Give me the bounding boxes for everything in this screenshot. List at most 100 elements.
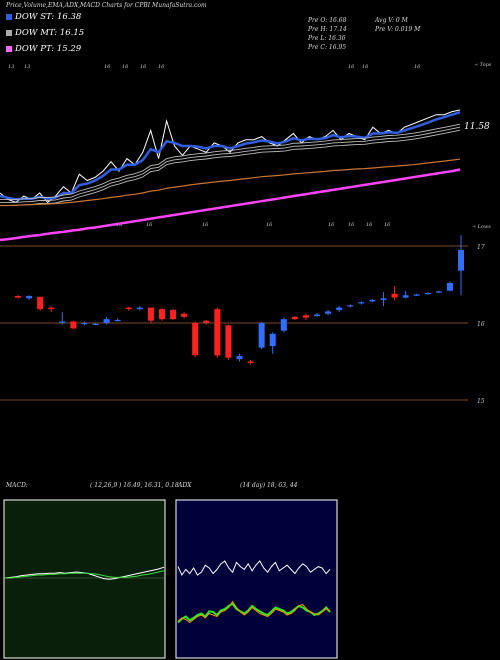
candle-body-0 <box>15 296 21 298</box>
low-digit-7: 16 <box>384 222 391 228</box>
low-digit-2: 16 <box>202 222 209 228</box>
macd-panel-frame <box>3 499 166 659</box>
legend-dow-mt: DOW MT: 16.15 <box>6 28 84 38</box>
low-digit-0: 15 <box>116 222 123 228</box>
candle-body-17 <box>203 320 210 323</box>
candle-body-13 <box>158 309 165 320</box>
ema-panel <box>0 109 461 242</box>
low-digit-4: 16 <box>328 222 335 228</box>
legend-mt-label: DOW MT: <box>15 28 58 38</box>
candle-body-24 <box>280 319 287 331</box>
dow-pt-line <box>0 168 461 242</box>
adx-panel <box>177 560 331 624</box>
candle-body-34 <box>391 293 398 298</box>
candle-body-21 <box>247 361 254 364</box>
candle-body-4 <box>59 321 66 323</box>
candle-body-3 <box>48 307 55 310</box>
candle-body-16 <box>192 323 199 356</box>
top-digit-8: 16 <box>414 64 421 70</box>
info-low: Pre L: 16.36 <box>308 35 346 42</box>
candle-body-11 <box>136 307 143 310</box>
top-digit-2: 16 <box>104 64 111 70</box>
info-high: Pre H: 17.14 <box>308 26 347 33</box>
ema-mid-line-1 <box>0 126 461 203</box>
candle-body-8 <box>103 319 110 323</box>
legend-dow-pt: DOW PT: 15.29 <box>6 44 81 54</box>
legend-pt-value: 15.29 <box>56 44 82 54</box>
top-digit-6: 16 <box>348 64 355 70</box>
candle-body-9 <box>114 319 121 322</box>
candle-body-18 <box>214 309 221 356</box>
ema-short-line <box>0 111 461 201</box>
legend-swatch-mt <box>6 29 12 36</box>
plus-di-line <box>177 602 331 624</box>
legend-swatch-st <box>6 13 12 20</box>
info-avg-volume: Avg V: 0 M <box>375 17 408 24</box>
candle-body-12 <box>147 307 154 321</box>
ema-mid-line-2 <box>0 129 461 206</box>
y-tick-17: 17 <box>477 244 485 251</box>
ema-long-line <box>0 158 461 207</box>
chart-header: Price,Volume,EMA,ADX,MACD Charts for CPB… <box>6 2 207 9</box>
adx-title: ADX <box>178 482 192 489</box>
top-digit-1: 13 <box>24 64 31 70</box>
low-digit-5: 16 <box>348 222 355 228</box>
candle-body-39 <box>446 282 453 291</box>
top-digit-3: 16 <box>122 64 129 70</box>
adx-panel-frame <box>175 499 338 659</box>
candle-body-33 <box>380 298 387 300</box>
macd-panel <box>4 566 165 580</box>
adx-params: (14 day) 18, 63, 44 <box>240 482 298 489</box>
candle-body-20 <box>236 356 243 360</box>
y-tick-15: 15 <box>477 398 485 405</box>
lows-label: « Lows <box>473 224 491 230</box>
legend-st-value: 16.38 <box>56 12 82 22</box>
candle-body-37 <box>424 292 431 295</box>
tops-label: « Tops <box>475 62 492 68</box>
top-digit-0: 13 <box>8 64 15 70</box>
candle-body-36 <box>413 294 420 296</box>
legend-dow-st: DOW ST: 16.38 <box>6 12 81 22</box>
candle-body-23 <box>269 333 276 347</box>
top-digit-4: 16 <box>140 64 147 70</box>
candle-body-25 <box>291 316 298 320</box>
candle-body-1 <box>26 296 33 299</box>
legend-pt-label: DOW PT: <box>15 44 55 54</box>
signal-line <box>5 570 165 579</box>
legend-swatch-pt <box>6 45 12 52</box>
candle-body-22 <box>258 323 265 348</box>
macd-params: ( 12,26,9 ) 16.49, 16.31, 0.18 <box>90 482 179 489</box>
info-volume: Pre V: 0.019 M <box>375 26 421 33</box>
candle-body-32 <box>369 299 376 302</box>
top-digit-7: 16 <box>362 64 369 70</box>
info-open: Pre O: 16.68 <box>308 17 347 24</box>
candle-body-35 <box>402 295 409 298</box>
candle-body-15 <box>181 313 188 317</box>
candle-body-26 <box>302 315 309 318</box>
candle-body-40 <box>458 249 464 271</box>
candle-body-14 <box>170 309 177 320</box>
y-tick-16: 16 <box>477 321 485 328</box>
candle-body-27 <box>314 314 321 317</box>
candle-body-38 <box>435 291 442 293</box>
candle-body-31 <box>358 302 365 304</box>
candle-body-19 <box>225 325 232 358</box>
adx-line <box>177 560 331 576</box>
top-digit-5: 16 <box>158 64 165 70</box>
candle-body-7 <box>92 323 99 325</box>
candle-body-5 <box>70 321 77 329</box>
candle-body-10 <box>125 307 132 310</box>
low-digit-3: 16 <box>266 222 273 228</box>
ema-price-label: 11.58 <box>464 122 490 132</box>
low-digit-1: 16 <box>146 222 153 228</box>
info-close: Pre C: 16.95 <box>308 44 347 51</box>
minus-di-line <box>177 600 331 624</box>
legend-st-label: DOW ST: <box>15 12 55 22</box>
candle-body-28 <box>325 311 332 314</box>
candle-body-30 <box>347 305 354 307</box>
candle-body-29 <box>336 307 343 310</box>
low-digit-6: 16 <box>366 222 373 228</box>
candle-body-2 <box>37 296 44 310</box>
candle-panel: 17 16 15 <box>0 235 485 405</box>
